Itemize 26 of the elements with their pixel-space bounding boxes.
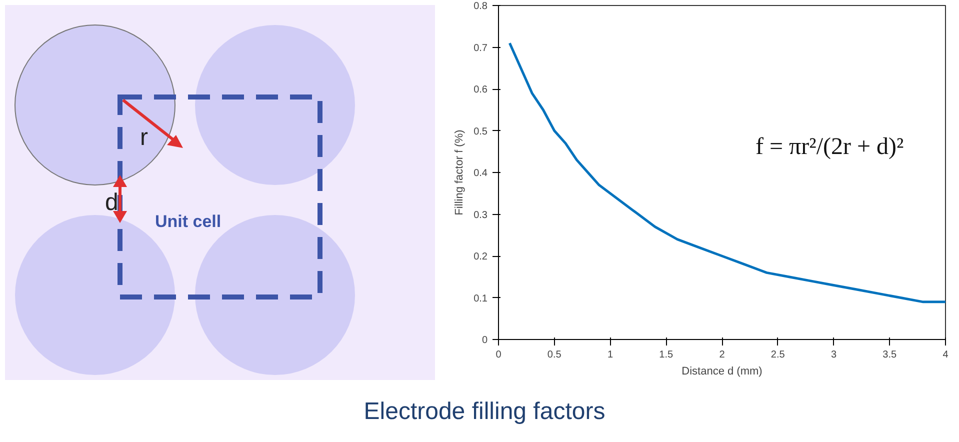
x-axis-title: Distance d (mm) <box>682 366 762 378</box>
y-tick-label: 0.1 <box>474 293 488 304</box>
line-series <box>508 42 946 304</box>
text: r <box>140 124 148 151</box>
y-tick-label: 0.3 <box>474 210 488 221</box>
y-tick-label: 0.2 <box>474 252 488 262</box>
text: Electrode filling factors <box>364 397 606 427</box>
x-tick-label: 3.5 <box>882 350 898 360</box>
x-tick-label: 2.5 <box>770 350 786 360</box>
x-tick-label: 1 <box>607 350 614 360</box>
x-tick-label: 1.5 <box>659 350 674 360</box>
x-tick-label: 3 <box>830 350 837 360</box>
x-tick-label: 2 <box>719 350 726 360</box>
x-tick-label: 0.5 <box>547 350 562 360</box>
x-tick-label: 4 <box>942 350 949 360</box>
y-tick-label: 0.5 <box>474 126 488 138</box>
y-tick-label: 0.8 <box>474 1 488 12</box>
x-tick-label: 0 <box>496 350 502 360</box>
y-axis-title: Filling factor f (%) <box>454 130 466 216</box>
y-tick-label: 0 <box>482 335 488 346</box>
y-tick-label: 0.6 <box>474 84 488 96</box>
y-tick-label: 0.7 <box>474 42 488 54</box>
y-tick-label: 0.4 <box>474 168 488 179</box>
text: Unit cell <box>155 212 222 231</box>
annotation: f = πr²/(2r + d)² <box>756 134 904 160</box>
text: d <box>105 189 118 216</box>
